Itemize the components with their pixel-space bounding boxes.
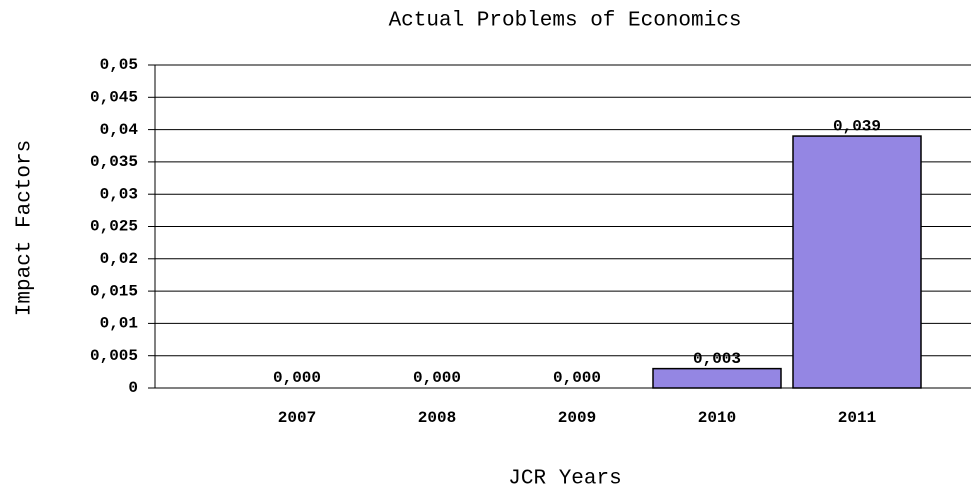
y-tick-label: 0,04 [100,121,139,139]
y-tick-label: 0,03 [100,185,138,203]
value-label: 0,000 [413,369,461,387]
y-axis-title: Impact Factors [14,140,37,316]
y-tick-label: 0,005 [90,347,138,365]
bar [792,135,922,389]
y-tick-label: 0,035 [90,153,138,171]
y-tick-label: 0,015 [90,282,138,300]
value-label: 0,000 [553,369,601,387]
value-label: 0,003 [693,350,741,368]
value-label: 0,000 [273,369,321,387]
x-tick-label: 2009 [558,409,596,427]
y-tick-label: 0,05 [100,56,138,74]
y-tick-label: 0,02 [100,250,138,268]
x-tick-label: 2007 [278,409,316,427]
x-tick-label: 2011 [838,409,876,427]
x-tick-label: 2010 [698,409,736,427]
x-axis-title: JCR Years [508,468,621,489]
y-tick-label: 0,01 [100,315,138,333]
chart-title: Actual Problems of Economics [389,10,742,33]
bar [652,367,782,389]
y-tick-label: 0,045 [90,89,138,107]
x-tick-label: 2008 [418,409,456,427]
value-label: 0,039 [833,117,881,135]
y-tick-label: 0 [128,379,138,397]
y-tick-label: 0,025 [90,218,138,236]
